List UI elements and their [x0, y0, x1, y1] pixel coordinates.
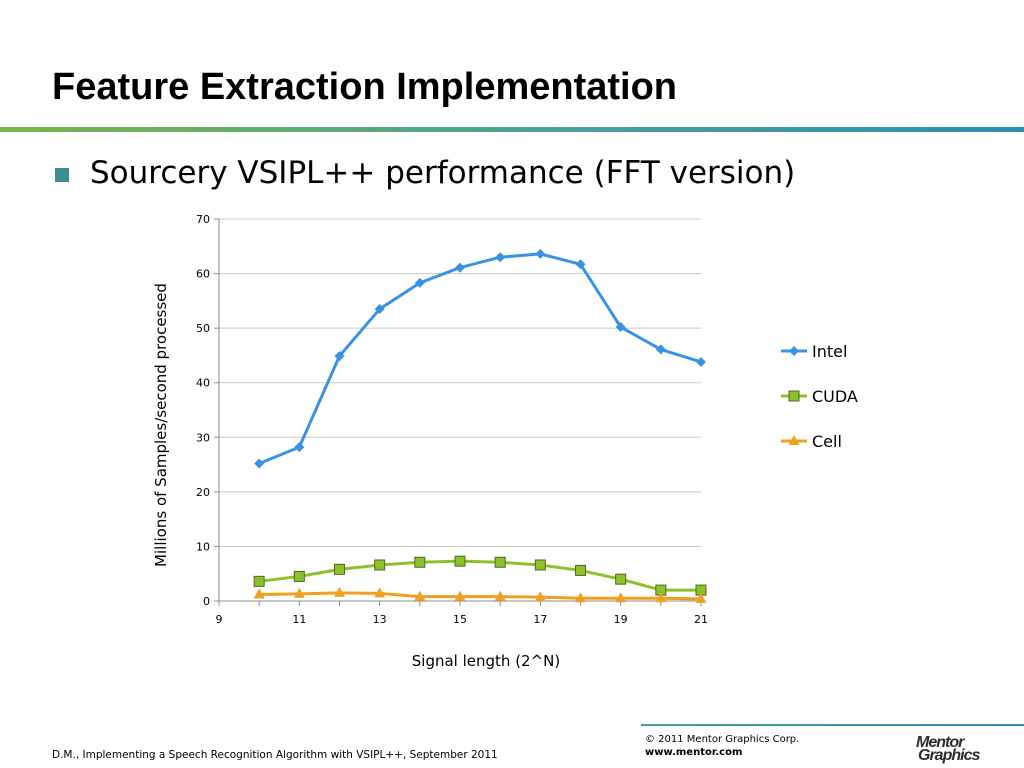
y-tick-label: 60 — [196, 268, 210, 281]
data-point-cell — [615, 592, 627, 603]
footer-copyright: © 2011 Mentor Graphics Corp. — [645, 734, 800, 745]
data-point-cuda — [494, 556, 506, 568]
x-tick-label: 13 — [373, 613, 387, 626]
y-tick-label: 50 — [196, 322, 210, 335]
y-tick-label: 30 — [196, 431, 210, 444]
data-point-cuda — [615, 573, 627, 585]
data-point-cell — [414, 590, 426, 601]
data-point-intel — [414, 277, 425, 288]
data-point-intel — [696, 356, 706, 367]
data-point-cell — [454, 590, 466, 601]
data-point-cell — [695, 592, 707, 603]
data-point-intel — [254, 458, 265, 469]
x-tick-label: 17 — [533, 613, 547, 626]
y-tick-label: 10 — [196, 540, 210, 553]
footer-citation: D.M., Implementing a Speech Recognition … — [52, 749, 498, 761]
data-point-cuda — [293, 570, 305, 582]
data-point-intel — [495, 252, 506, 263]
mentor-graphics-logo: Mentor Graphics — [916, 734, 980, 764]
data-point-cuda — [454, 555, 466, 567]
data-point-intel — [575, 259, 586, 270]
y-tick-label: 20 — [196, 486, 210, 499]
y-tick-label: 40 — [196, 377, 210, 390]
legend-marker-cell — [788, 435, 800, 445]
series-line-cell — [259, 591, 702, 601]
legend-label-cell: Cell — [812, 432, 842, 451]
bullet-square-icon — [55, 168, 69, 182]
logo-line-2: Graphics — [918, 747, 980, 764]
bullet-text: Sourcery VSIPL++ performance (FFT versio… — [90, 155, 796, 191]
footer-url: www.mentor.com — [645, 747, 743, 758]
title-divider — [0, 127, 1024, 132]
data-point-intel — [535, 248, 546, 259]
data-point-cuda — [534, 559, 546, 571]
legend-marker-cuda — [788, 390, 800, 402]
data-point-intel — [655, 344, 666, 355]
series-line-intel — [258, 252, 702, 465]
data-point-intel — [374, 304, 385, 315]
data-point-cuda — [374, 559, 386, 571]
x-tick-label: 9 — [216, 613, 223, 626]
x-tick-label: 11 — [292, 613, 306, 626]
x-tick-label: 19 — [614, 613, 628, 626]
y-tick-label: 0 — [203, 595, 210, 608]
data-point-cuda — [253, 575, 265, 587]
y-axis-label: Millions of Samples/second processed — [152, 283, 170, 567]
legend-label-intel: Intel — [812, 342, 847, 361]
data-point-cell — [293, 587, 305, 598]
data-point-cell — [334, 586, 345, 597]
data-point-cell — [575, 592, 586, 603]
data-point-intel — [455, 262, 465, 273]
legend-label-cuda: CUDA — [812, 387, 858, 406]
series-line-cuda — [258, 559, 701, 592]
y-tick-label: 70 — [196, 213, 210, 226]
data-point-cell — [655, 592, 667, 603]
data-point-cuda — [334, 563, 345, 575]
legend-marker-intel — [789, 346, 799, 356]
data-point-cell — [253, 588, 265, 599]
footer-divider — [641, 724, 1024, 726]
x-tick-label: 21 — [694, 613, 708, 626]
data-point-cell — [374, 587, 386, 598]
data-point-cuda — [414, 556, 426, 568]
data-point-cuda — [575, 564, 586, 576]
data-point-intel — [615, 322, 626, 333]
data-point-cell — [494, 590, 506, 601]
x-axis-label: Signal length (2^N) — [412, 652, 560, 670]
data-point-cell — [534, 591, 546, 602]
data-point-intel — [294, 442, 305, 453]
data-point-intel — [334, 350, 345, 361]
slide-title: Feature Extraction Implementation — [52, 66, 678, 108]
logo-line-1: Mentor — [916, 734, 964, 751]
x-tick-label: 15 — [453, 613, 467, 626]
